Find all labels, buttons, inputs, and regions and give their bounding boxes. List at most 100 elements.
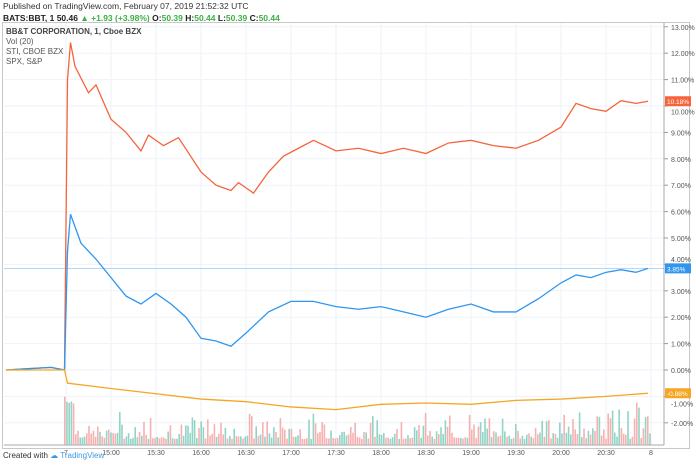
volume-bar: [493, 431, 495, 445]
volume-bar: [233, 428, 235, 445]
x-tick-label: 15:00: [102, 450, 120, 457]
volume-bar: [303, 438, 306, 445]
x-tick-label: 18:30: [417, 450, 435, 457]
low: 50.39: [225, 13, 248, 23]
volume-bar: [488, 418, 491, 445]
volume-bar: [147, 438, 150, 445]
volume-bar: [633, 418, 636, 445]
volume-bar: [110, 432, 112, 445]
volume-bar: [200, 421, 202, 445]
y-tick-label: 2.00%: [671, 315, 691, 322]
volume-bar: [182, 435, 185, 445]
volume-bar: [301, 438, 304, 445]
x-tick-label: 15:30: [147, 450, 165, 457]
volume-bar: [372, 415, 374, 445]
volume-bar: [336, 437, 339, 445]
volume-bar: [391, 437, 394, 445]
volume-bar: [600, 435, 603, 445]
volume-bar: [607, 413, 609, 445]
volume-bar: [99, 431, 101, 445]
volume-bar: [596, 416, 598, 445]
volume-bar: [515, 424, 517, 445]
change: +1.93 (+3.98%): [91, 13, 150, 23]
volume-bar: [464, 437, 466, 445]
volume-bar: [433, 438, 436, 445]
series-line-2: [6, 369, 649, 411]
volume-bar: [229, 435, 231, 445]
volume-bar: [66, 401, 68, 445]
legend-spx: SPX, S&P: [6, 57, 43, 66]
volume-bar: [519, 438, 521, 445]
volume-bar: [528, 433, 530, 445]
last-value-badge-2: [665, 388, 691, 399]
volume-bar: [559, 422, 561, 445]
volume-bar: [112, 433, 114, 445]
volume-bar: [435, 431, 438, 445]
tradingview-link[interactable]: TradingView: [60, 451, 105, 460]
volume-bar: [97, 426, 99, 445]
volume-bar: [453, 437, 455, 445]
volume-bar: [497, 436, 499, 445]
volume-bar: [556, 437, 559, 445]
volume-bar: [347, 434, 350, 445]
last-value-label-1: 3.85%: [667, 266, 686, 273]
volume-bar: [176, 438, 178, 445]
volume-bar: [444, 420, 447, 445]
volume-bar: [572, 419, 574, 445]
volume-bar: [552, 433, 554, 445]
volume-bar: [642, 428, 645, 445]
tradingview-logo-icon[interactable]: ☁: [50, 451, 59, 460]
volume-bar: [209, 435, 211, 445]
volume-bar: [178, 434, 180, 445]
open: 50.39: [161, 13, 183, 23]
volume-bar: [638, 407, 640, 445]
volume-bar: [352, 432, 354, 445]
volume-bar: [460, 437, 462, 445]
volume-bar: [204, 438, 207, 445]
volume-bar: [512, 437, 515, 445]
x-tick-label: 16:00: [192, 450, 210, 457]
volume-bar: [306, 438, 308, 445]
volume-bar: [495, 432, 497, 445]
volume-bar: [482, 431, 484, 445]
volume-bar: [90, 433, 92, 445]
legend-sti: STI, CBOE BZX: [6, 47, 64, 56]
volume-bar: [378, 434, 381, 445]
volume-bar: [471, 429, 473, 445]
volume-bar: [627, 411, 629, 445]
volume-bar: [532, 438, 535, 445]
volume-bar: [174, 438, 176, 445]
volume-bar: [180, 424, 183, 445]
volume-bar: [383, 432, 385, 445]
volume-bar: [468, 414, 471, 445]
volume-bar: [484, 418, 486, 445]
volume-bar: [629, 438, 631, 445]
volume-bar: [565, 432, 568, 445]
volume-bar: [510, 438, 513, 445]
volume-bar: [618, 409, 620, 445]
chart-frame[interactable]: [2, 22, 690, 449]
volume-bar: [277, 437, 279, 445]
volume-bar: [466, 437, 469, 445]
volume-bar: [504, 431, 506, 445]
volume-bar: [202, 427, 205, 445]
volume-bar: [429, 430, 431, 445]
x-tick-label: 18:00: [372, 450, 390, 457]
x-tick-label: 17:00: [282, 450, 300, 457]
y-tick-label: 11.00%: [671, 78, 694, 85]
volume-bar: [191, 417, 194, 445]
volume-bar: [143, 421, 145, 445]
volume-bar: [534, 427, 537, 445]
volume-bar: [288, 428, 290, 445]
volume-bar: [244, 436, 246, 445]
volume-bar: [134, 427, 136, 445]
volume-bar: [226, 438, 229, 445]
volume-bar: [506, 436, 508, 445]
volume-bar: [457, 437, 460, 445]
volume-bar: [138, 431, 141, 445]
series-line-0: [5, 42, 649, 371]
y-tick-label: 13.00%: [671, 25, 695, 32]
volume-bar: [286, 438, 288, 445]
volume-bar: [259, 434, 262, 445]
